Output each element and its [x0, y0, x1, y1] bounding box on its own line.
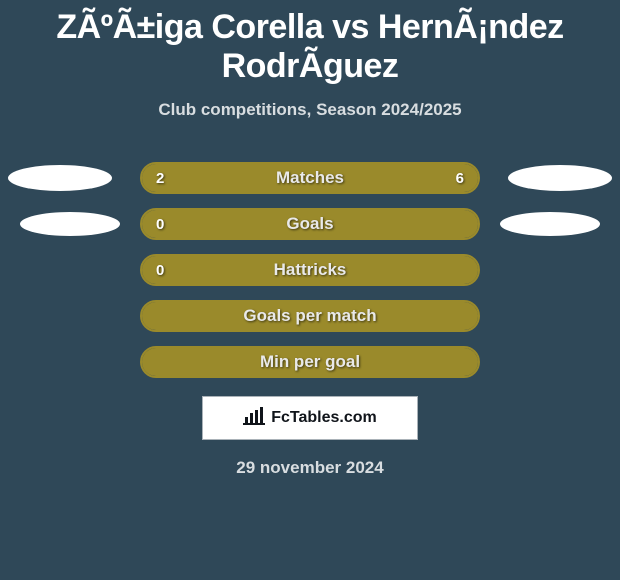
bar-fill-left	[142, 164, 226, 192]
stat-row: Min per goal	[0, 346, 620, 378]
subtitle: Club competitions, Season 2024/2025	[158, 100, 461, 120]
stat-bar: 0Goals	[140, 208, 480, 240]
bar-fill-right	[226, 164, 478, 192]
side-ellipse-left	[20, 212, 120, 236]
side-ellipse-right	[500, 212, 600, 236]
stat-value-left: 2	[156, 170, 164, 187]
stat-row: 0Goals	[0, 208, 620, 240]
page-title: ZÃºÃ±iga Corella vs HernÃ¡ndez RodrÃ­gue…	[0, 8, 620, 86]
bar-fill-left	[142, 210, 478, 238]
bar-fill-left	[142, 302, 478, 330]
logo-block: FcTables.com	[202, 396, 418, 440]
bar-chart-icon	[243, 407, 265, 430]
stat-row: 0Hattricks	[0, 254, 620, 286]
stat-row: 26Matches	[0, 162, 620, 194]
side-ellipse-left	[8, 165, 112, 191]
bar-fill-left	[142, 348, 478, 376]
stat-value-left: 0	[156, 216, 164, 233]
stat-bar: Goals per match	[140, 300, 480, 332]
stat-value-right: 6	[456, 170, 464, 187]
stat-bar: 26Matches	[140, 162, 480, 194]
side-ellipse-right	[508, 165, 612, 191]
stat-rows: 26Matches0Goals0HattricksGoals per match…	[0, 162, 620, 378]
stat-bar: Min per goal	[140, 346, 480, 378]
date-line: 29 november 2024	[236, 458, 383, 478]
bar-fill-left	[142, 256, 478, 284]
stat-bar: 0Hattricks	[140, 254, 480, 286]
logo-text: FcTables.com	[271, 409, 377, 427]
stat-value-left: 0	[156, 262, 164, 279]
stat-row: Goals per match	[0, 300, 620, 332]
